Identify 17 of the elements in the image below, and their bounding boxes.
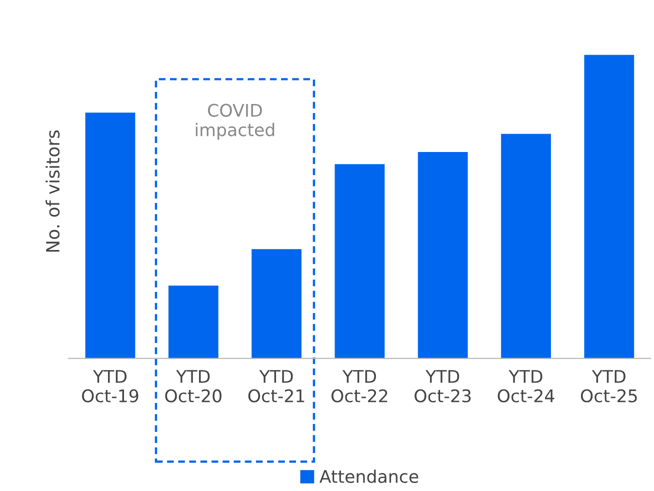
x-tick-label: YTD Oct-24 (498, 370, 554, 402)
bar (168, 286, 218, 358)
x-tick-label: YTD Oct-22 (331, 370, 388, 402)
x-tick-label: YTD Oct-20 (165, 370, 222, 402)
y-axis-title: No. of visitors (46, 130, 60, 252)
bar (501, 134, 551, 358)
x-tick-label: YTD Oct-23 (414, 370, 471, 402)
bar (85, 112, 136, 358)
x-tick-label: YTD Oct-19 (82, 370, 138, 402)
x-tick-label: YTD Oct-25 (580, 370, 637, 402)
annotation: COVID impacted (196, 104, 274, 140)
bar (584, 54, 634, 358)
bar (418, 152, 468, 358)
legend-label: Attendance (320, 470, 418, 484)
bar (252, 249, 302, 358)
x-tick-label: YTD Oct-21 (248, 370, 304, 402)
bar (334, 164, 385, 358)
